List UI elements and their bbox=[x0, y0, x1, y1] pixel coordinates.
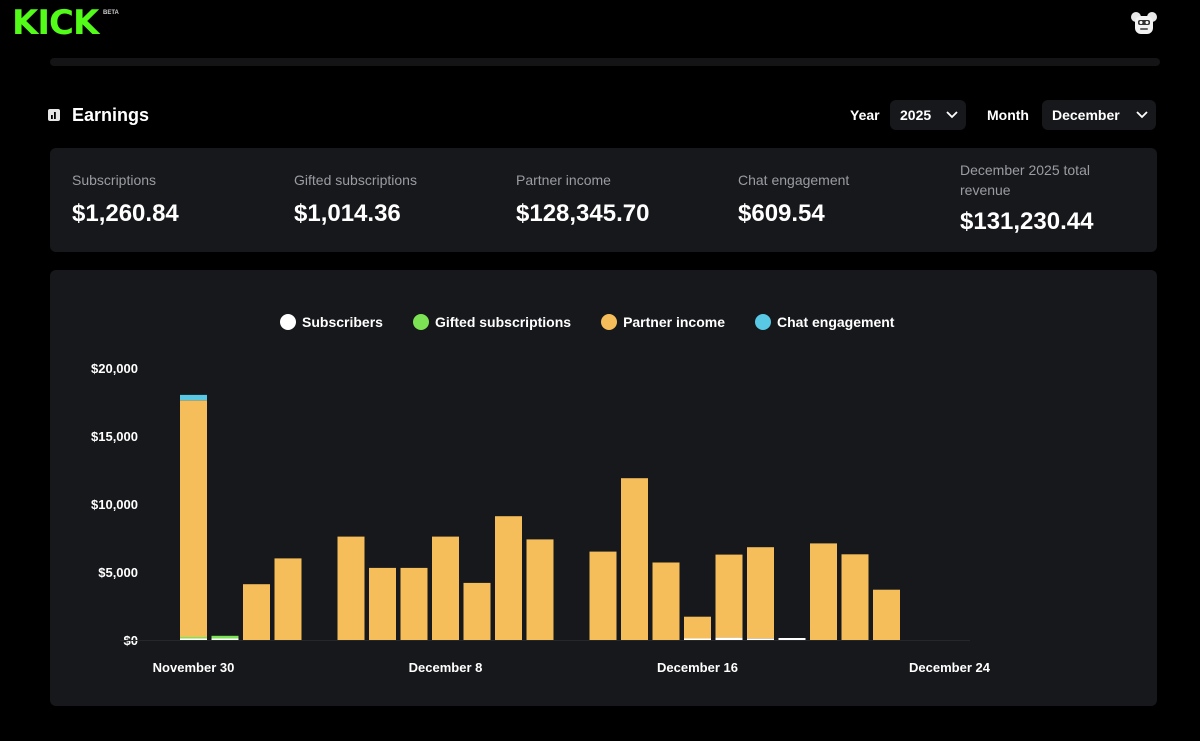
x-tick-label: December 8 bbox=[409, 660, 483, 675]
legend-dot bbox=[755, 314, 771, 330]
stat-value: $1,014.36 bbox=[294, 200, 401, 227]
year-label: Year bbox=[850, 107, 880, 123]
y-tick-label: $5,000 bbox=[98, 565, 138, 580]
bar-subscribers[interactable] bbox=[211, 638, 239, 641]
bar-partner-income[interactable] bbox=[274, 558, 302, 640]
bar-chat-engagement[interactable] bbox=[180, 394, 207, 401]
earnings-header: Earnings Year 2025 Month December bbox=[48, 100, 1160, 132]
legend-label: Subscribers bbox=[302, 314, 383, 330]
legend-item-partner-income[interactable]: Partner income bbox=[601, 312, 725, 332]
stat-label: December 2025 total revenue bbox=[960, 162, 1090, 198]
bar-partner-income[interactable] bbox=[526, 539, 554, 640]
x-tick-label: December 16 bbox=[657, 660, 738, 675]
bar-partner-income[interactable] bbox=[715, 554, 743, 638]
earnings-summary: Subscriptions $1,260.84 Gifted subscript… bbox=[50, 148, 1157, 252]
stat-label: Subscriptions bbox=[72, 172, 157, 188]
year-value: 2025 bbox=[900, 107, 932, 123]
stat-label: Chat engagement bbox=[738, 172, 850, 188]
bar-partner-income[interactable] bbox=[652, 562, 680, 641]
bar-partner-income[interactable] bbox=[243, 584, 270, 640]
bar-partner-income[interactable] bbox=[841, 554, 869, 640]
legend-item-gifted-subscriptions[interactable]: Gifted subscriptions bbox=[412, 312, 572, 332]
beta-badge: BETA bbox=[103, 10, 119, 16]
bar-partner-income[interactable] bbox=[180, 400, 207, 637]
y-tick-label: $20,000 bbox=[91, 361, 138, 376]
bar-subscribers[interactable] bbox=[778, 638, 806, 640]
legend-dot bbox=[601, 314, 618, 330]
month-value: December bbox=[1052, 107, 1120, 123]
bar-partner-income[interactable] bbox=[621, 478, 648, 640]
year-select[interactable]: 2025 bbox=[890, 100, 966, 130]
kick-logo[interactable]: KICK bbox=[12, 3, 99, 43]
month-select[interactable]: December bbox=[1042, 100, 1156, 130]
top-bar: KICK BETA bbox=[0, 0, 1200, 48]
legend-item-chat-engagement[interactable]: Chat engagement bbox=[755, 312, 894, 332]
top-divider bbox=[50, 58, 1160, 66]
chart-legend: Subscribers Gifted subscriptions Partner… bbox=[280, 312, 894, 332]
legend-label: Partner income bbox=[623, 314, 725, 330]
stat-value: $128,345.70 bbox=[516, 200, 650, 227]
bar-partner-income[interactable] bbox=[589, 551, 617, 640]
bar-subscribers[interactable] bbox=[684, 638, 711, 641]
legend-dot bbox=[280, 314, 296, 330]
bar-partner-income[interactable] bbox=[810, 543, 837, 640]
bar-partner-income[interactable] bbox=[873, 589, 900, 640]
bar-partner-income[interactable] bbox=[432, 536, 459, 640]
stat-value: $1,260.84 bbox=[72, 200, 179, 227]
earnings-title: Earnings bbox=[72, 105, 150, 125]
chevron-down-icon bbox=[1136, 111, 1148, 119]
bar-subscribers[interactable] bbox=[747, 638, 774, 640]
earnings-chart-panel: $0 $5,000 $10,000 $15,000 $20,000 November 30… bbox=[50, 270, 1157, 706]
y-tick-label: $15,000 bbox=[91, 429, 138, 444]
legend-item-subscribers[interactable]: Subscribers bbox=[280, 312, 383, 332]
bar-gifted-subscriptions[interactable] bbox=[180, 637, 207, 639]
stat-value: $131,230.44 bbox=[960, 208, 1094, 235]
legend-dot bbox=[412, 314, 429, 330]
bar-gifted-subscriptions[interactable] bbox=[211, 635, 239, 639]
y-tick-label: $10,000 bbox=[91, 497, 138, 512]
bar-partner-income[interactable] bbox=[337, 536, 365, 640]
bar-partner-income[interactable] bbox=[495, 516, 522, 640]
stat-value: $609.54 bbox=[738, 200, 825, 227]
user-avatar-icon[interactable] bbox=[1128, 8, 1160, 40]
legend-label: Gifted subscriptions bbox=[434, 314, 572, 330]
bar-subscribers[interactable] bbox=[715, 637, 743, 640]
stat-label: Gifted subscriptions bbox=[294, 172, 417, 188]
bar-subscribers[interactable] bbox=[180, 638, 207, 641]
month-label: Month bbox=[987, 107, 1029, 123]
bar-partner-income[interactable] bbox=[400, 567, 428, 640]
chevron-down-icon bbox=[946, 111, 958, 119]
bar-partner-income[interactable] bbox=[369, 567, 396, 640]
x-tick-label: December 24 bbox=[909, 660, 991, 675]
stat-label: Partner income bbox=[516, 172, 611, 188]
legend-label: Chat engagement bbox=[777, 314, 895, 330]
bar-partner-income[interactable] bbox=[463, 582, 491, 640]
bar-partner-income[interactable] bbox=[747, 547, 774, 639]
bar-partner-income[interactable] bbox=[684, 616, 711, 639]
earnings-icon bbox=[48, 109, 60, 121]
x-tick-label: November 30 bbox=[153, 660, 235, 675]
